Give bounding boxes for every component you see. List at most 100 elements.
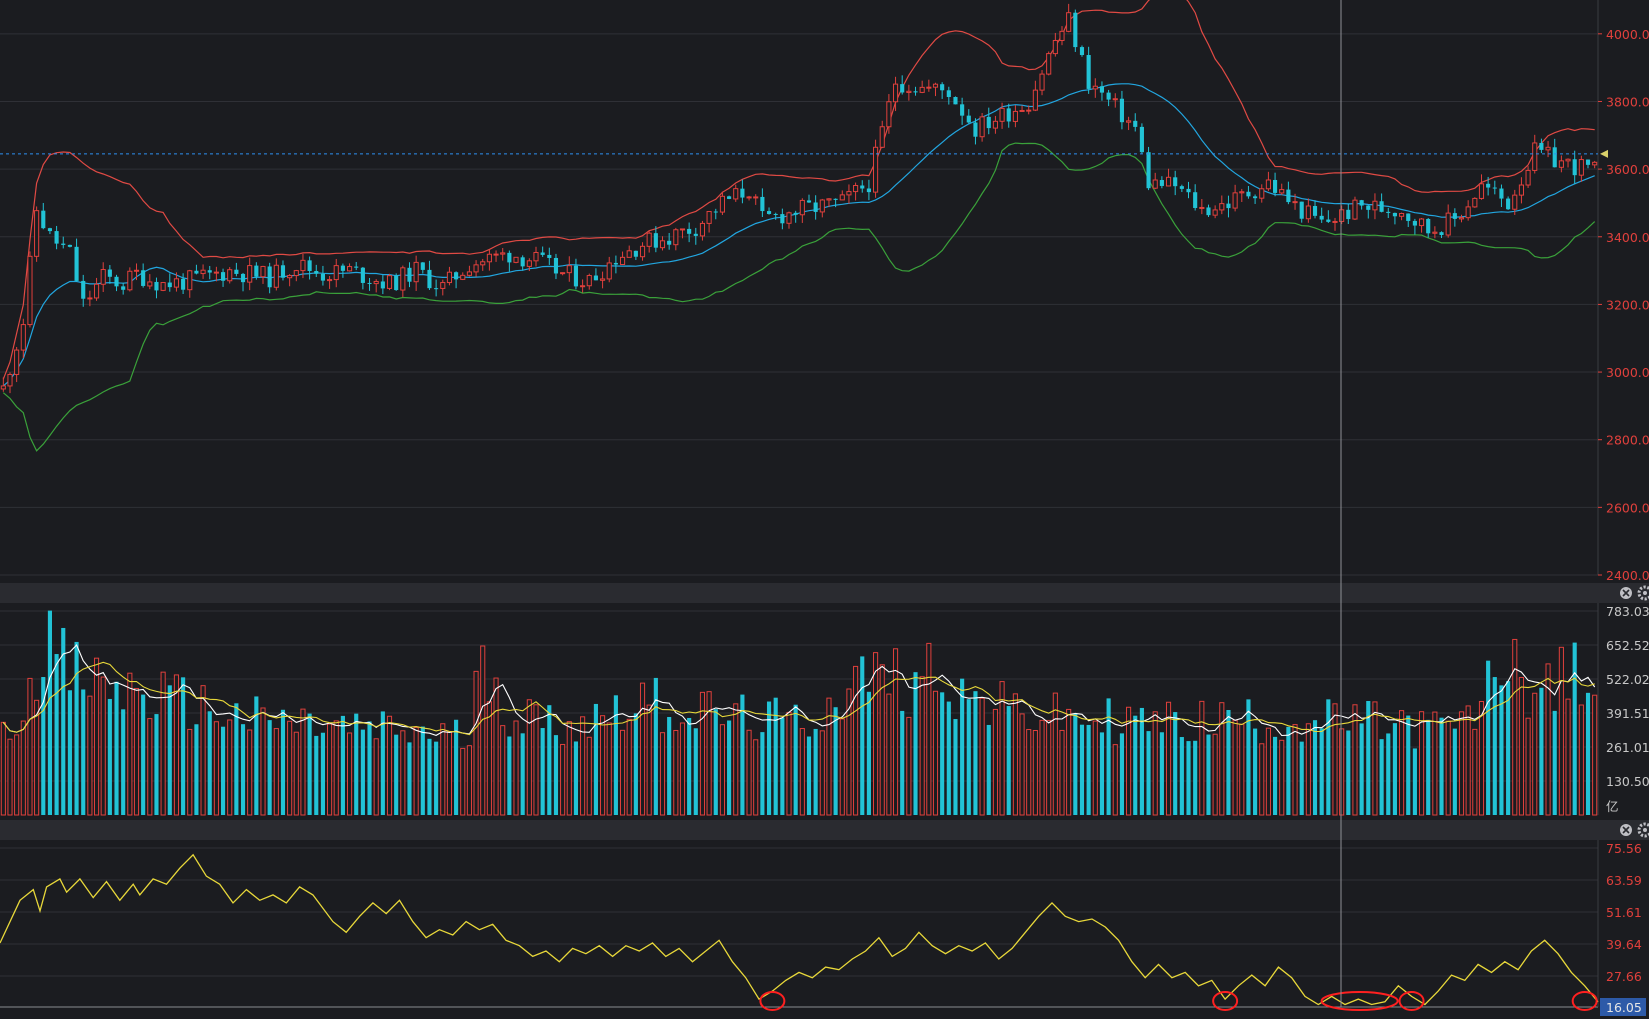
close-circle-icon[interactable] (1620, 587, 1632, 599)
volume-bar-up (273, 728, 279, 816)
volume-bar-down (220, 726, 226, 815)
candle-body-up (187, 270, 193, 291)
volume-bar-down (320, 732, 325, 815)
candle (114, 274, 119, 292)
candle-body-up (639, 245, 646, 258)
bollinger-lower-line (2, 142, 1596, 452)
candle-body-up (1059, 30, 1065, 41)
volume-bar-up (999, 681, 1005, 816)
price-tick-label: 3400.0 (1606, 230, 1649, 245)
candle (540, 246, 545, 257)
candle (626, 245, 632, 258)
candle (1066, 3, 1072, 33)
candle (913, 86, 918, 96)
candle (454, 271, 459, 289)
candle (1012, 105, 1018, 128)
volume-tick-label: 130.50 (1606, 774, 1649, 789)
candle-body-up (786, 212, 792, 224)
candle-body-up (1512, 194, 1518, 210)
candle (932, 82, 939, 97)
candle-body-down (320, 273, 325, 281)
candle (733, 184, 739, 202)
candle (727, 195, 732, 200)
volume-bar-down (307, 713, 312, 815)
volume-bar-down (1106, 698, 1111, 815)
close-circle-icon[interactable] (1620, 824, 1632, 836)
volume-bar-up (1558, 646, 1564, 816)
price-grid (0, 0, 1599, 576)
candle (1486, 176, 1491, 196)
volume-bar-up (619, 729, 626, 816)
candle (679, 228, 686, 239)
volume-bar-down (913, 672, 918, 815)
candle (786, 211, 792, 229)
candle-body-down (1299, 201, 1304, 219)
candle (1092, 78, 1098, 98)
candle (500, 248, 506, 261)
candle-body-up (1212, 209, 1218, 216)
candle (1039, 70, 1045, 96)
candle-body-up (14, 349, 20, 375)
candle (566, 256, 572, 282)
candle (380, 275, 385, 295)
candle (960, 97, 965, 125)
candle (1418, 217, 1425, 233)
volume-bar-up (1039, 719, 1045, 816)
candle-body-down (267, 266, 272, 288)
price-tick-label: 3000.0 (1606, 365, 1649, 380)
volume-bar-up (500, 725, 506, 816)
candle (1265, 171, 1271, 192)
oscillator-header-controls[interactable] (1620, 822, 1649, 838)
candle-body-up (333, 265, 339, 281)
candle (1299, 201, 1304, 223)
volume-bar-down (866, 691, 871, 815)
candle (593, 268, 598, 281)
volume-bar-up (287, 720, 293, 816)
candle (1199, 199, 1205, 215)
candle (1525, 166, 1531, 188)
candle (1305, 198, 1311, 223)
candle-body-up (1592, 161, 1598, 166)
close-icon-cross (1622, 826, 1630, 834)
volume-bar-up (746, 729, 752, 816)
volume-bar-up (1066, 708, 1072, 816)
price-tick-label: 2800.0 (1606, 433, 1649, 448)
candle-body-down (1073, 12, 1078, 48)
oscillator-tick-label: 39.64 (1606, 937, 1642, 952)
candle (0, 377, 6, 392)
oscillator-last-value-badge (1600, 998, 1646, 1016)
volume-bar-down (1179, 737, 1184, 815)
candle (1506, 196, 1511, 211)
volume-bar-down (121, 709, 126, 815)
candle (639, 242, 646, 261)
volume-bar-up (513, 720, 519, 816)
volume-bar-up (493, 677, 499, 816)
volume-bar-up (566, 721, 572, 816)
candle (653, 226, 658, 253)
oscillator-axis: 75.56 63.59 51.61 39.64 27.66 16.05 (1600, 841, 1646, 1016)
candle-body-up (300, 259, 306, 272)
candle (220, 268, 226, 287)
volume-bar-up (1032, 729, 1038, 816)
volume-bar-down (394, 734, 399, 815)
candle (573, 258, 579, 290)
candle-body-up (260, 265, 266, 278)
candle (1352, 196, 1358, 221)
gear-icon[interactable] (1637, 585, 1649, 601)
volume-header-controls[interactable] (1620, 585, 1649, 601)
candle-body-down (966, 115, 971, 123)
candle (67, 244, 72, 248)
volume-bar-up (533, 704, 539, 816)
candle-body-up (1332, 220, 1338, 223)
volume-bar-up (1239, 723, 1245, 816)
candle-body-up (753, 196, 759, 199)
candle-body-up (486, 253, 492, 263)
gear-icon[interactable] (1637, 822, 1649, 838)
volume-bar-up (1592, 694, 1598, 816)
volume-bar-up (460, 747, 466, 816)
volume-bar-up (1372, 701, 1378, 816)
candle-body-down (107, 269, 112, 277)
candle (373, 279, 379, 293)
price-tick-label: 3200.0 (1606, 297, 1649, 312)
volume-bar-down (540, 728, 545, 815)
